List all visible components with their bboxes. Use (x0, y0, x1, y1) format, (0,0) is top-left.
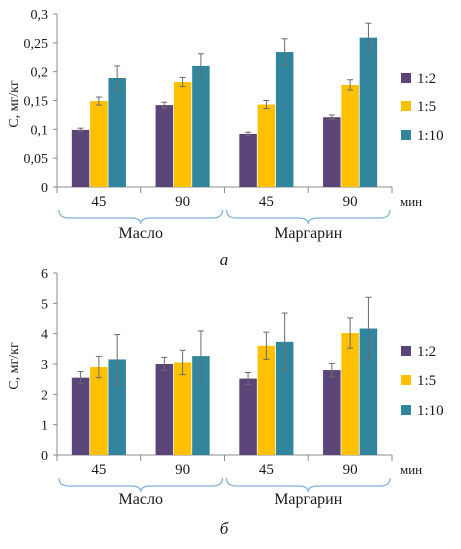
bar (359, 37, 378, 187)
x-category-label: 45 (91, 462, 106, 478)
group-label: Маргарин (274, 225, 343, 242)
x-category-label: 45 (259, 462, 274, 478)
group-brace (58, 209, 224, 225)
bar (239, 133, 257, 187)
bar (341, 84, 359, 187)
bar (90, 367, 108, 455)
bar (323, 370, 341, 455)
group-brace (58, 477, 224, 493)
y-tick-label: 2 (41, 388, 48, 403)
y-tick-label: 6 (41, 267, 48, 282)
bar (71, 129, 90, 187)
legend-label: 1:5 (417, 99, 436, 115)
panel-label: б (220, 519, 229, 538)
x-category-label: 90 (175, 194, 190, 210)
y-tick-label: 1 (41, 419, 48, 434)
y-tick-label: 3 (41, 358, 48, 373)
x-category-label: 90 (343, 194, 358, 210)
x-category-label: 45 (91, 194, 106, 210)
legend-label: 1:2 (417, 344, 436, 360)
legend-swatch (401, 101, 411, 111)
bar (192, 356, 210, 455)
group-label: Маргарин (274, 491, 343, 508)
group-label: Масло (119, 491, 163, 508)
group-label: Масло (119, 225, 163, 242)
bar (108, 78, 126, 187)
bar (155, 105, 174, 187)
bar (71, 377, 90, 455)
bar (341, 333, 359, 455)
bar (323, 117, 341, 187)
y-tick-label: 0,05 (24, 152, 49, 167)
x-unit-label: мин (400, 194, 422, 209)
legend-swatch (401, 73, 411, 83)
y-tick-label: 0,15 (24, 95, 49, 110)
bar (359, 328, 378, 455)
bar (173, 82, 192, 187)
y-axis-label: С, мг/кг (7, 80, 22, 128)
bar (90, 101, 108, 187)
bar (108, 359, 126, 455)
legend-label: 1:10 (417, 128, 444, 144)
y-tick-label: 0 (41, 181, 48, 196)
legend-swatch (401, 375, 411, 385)
y-tick-label: 4 (41, 328, 48, 343)
x-category-label: 45 (259, 194, 274, 210)
bar (239, 378, 257, 455)
x-category-label: 90 (343, 462, 358, 478)
group-brace (225, 209, 391, 225)
bar (173, 362, 192, 455)
y-tick-label: 0 (41, 449, 48, 464)
y-tick-label: 5 (41, 297, 48, 312)
bar (155, 364, 174, 455)
x-unit-label: мин (400, 462, 422, 477)
y-tick-label: 0,3 (31, 8, 49, 23)
y-tick-label: 0,2 (31, 66, 49, 81)
y-tick-label: 0,1 (31, 123, 49, 138)
bar (275, 52, 294, 188)
bar (192, 65, 210, 187)
legend-swatch (401, 346, 411, 356)
legend-swatch (401, 405, 411, 415)
bar (257, 104, 276, 187)
legend-label: 1:5 (417, 373, 436, 389)
x-category-label: 90 (175, 462, 190, 478)
group-brace (225, 477, 391, 493)
bar (257, 345, 276, 455)
legend-label: 1:2 (417, 71, 436, 87)
legend-label: 1:10 (417, 403, 444, 419)
bar (275, 341, 294, 455)
y-axis-label: С, мг/кг (7, 342, 22, 390)
legend-swatch (401, 130, 411, 140)
panel-label: а (220, 250, 229, 269)
y-tick-label: 0,25 (24, 37, 49, 52)
